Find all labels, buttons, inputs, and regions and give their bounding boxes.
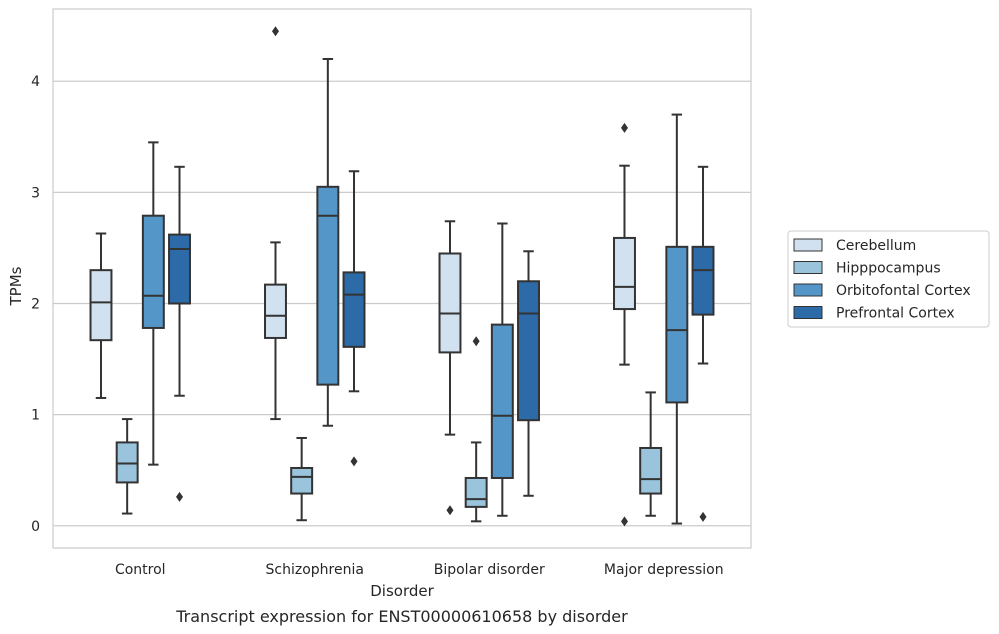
legend-swatch	[793, 238, 823, 252]
y-tick-label: 4	[31, 74, 40, 90]
box-group	[264, 26, 287, 421]
box-iqr	[490, 323, 514, 479]
box-group	[316, 58, 340, 427]
box-group	[89, 232, 113, 399]
outlier-point	[176, 491, 184, 502]
legend-swatch	[793, 283, 823, 297]
legend-swatch	[793, 261, 823, 274]
box-iqr	[464, 476, 488, 508]
x-tick-label: Schizophrenia	[266, 562, 364, 578]
x-axis-title: Disorder	[370, 582, 434, 600]
box-group	[490, 222, 514, 517]
y-tick-label: 0	[31, 519, 40, 535]
box-group	[141, 141, 165, 466]
box-group	[438, 220, 462, 516]
box-plots	[89, 26, 715, 527]
x-tick-label: Major depression	[604, 562, 724, 578]
y-tick-label: 1	[31, 408, 40, 424]
y-tick-label: 2	[31, 297, 40, 313]
box-group	[665, 113, 689, 525]
figure-caption: Transcript expression for ENST0000061065…	[175, 607, 628, 626]
box-group	[613, 122, 636, 527]
outlier-point	[620, 122, 628, 133]
box-iqr	[613, 236, 636, 311]
outlier-point	[699, 511, 707, 522]
box-group	[639, 391, 663, 517]
outlier-point	[271, 26, 279, 37]
x-tick-labels: Control Schizophrenia Bipolar disorder Majo…	[115, 562, 724, 578]
x-tick-label: Control	[115, 562, 166, 578]
legend: Cerebellum Hipppocampus Orbitofontal Corte…	[787, 230, 990, 328]
legend-frame	[787, 230, 990, 328]
box-group	[168, 165, 191, 502]
box-iqr	[290, 466, 314, 495]
box-iqr	[665, 245, 689, 404]
legend-label: Prefrontal Cortex	[836, 306, 955, 322]
legend-swatch	[793, 306, 823, 319]
box-iqr	[168, 233, 191, 305]
box-iqr	[89, 269, 113, 342]
box-group	[464, 336, 488, 523]
box-group	[517, 250, 540, 497]
box-iqr	[639, 446, 663, 495]
y-axis-title: TPMs	[7, 266, 25, 306]
box-iqr	[342, 271, 366, 348]
outlier-point	[620, 516, 628, 527]
outlier-point	[446, 505, 454, 516]
box-iqr	[316, 185, 340, 386]
box-iqr	[264, 283, 287, 339]
box-iqr	[517, 280, 540, 422]
legend-label: Hipppocampus	[836, 261, 941, 277]
box-group	[290, 436, 314, 522]
box-iqr	[438, 252, 462, 354]
box-group	[691, 165, 715, 522]
box-iqr	[141, 214, 165, 329]
y-tick-labels: 0 1 2 3 4	[31, 74, 40, 535]
plot-frame	[52, 8, 752, 549]
legend-label: Orbitofontal Cortex	[836, 283, 971, 299]
box-group	[115, 418, 139, 515]
box-iqr	[115, 441, 139, 484]
box-group	[342, 170, 366, 467]
outlier-point	[350, 456, 358, 467]
outlier-point	[472, 336, 480, 347]
box-iqr	[691, 245, 715, 316]
x-tick-label: Bipolar disorder	[434, 562, 545, 578]
y-tick-label: 3	[31, 185, 40, 201]
legend-label: Cerebellum	[836, 238, 916, 254]
